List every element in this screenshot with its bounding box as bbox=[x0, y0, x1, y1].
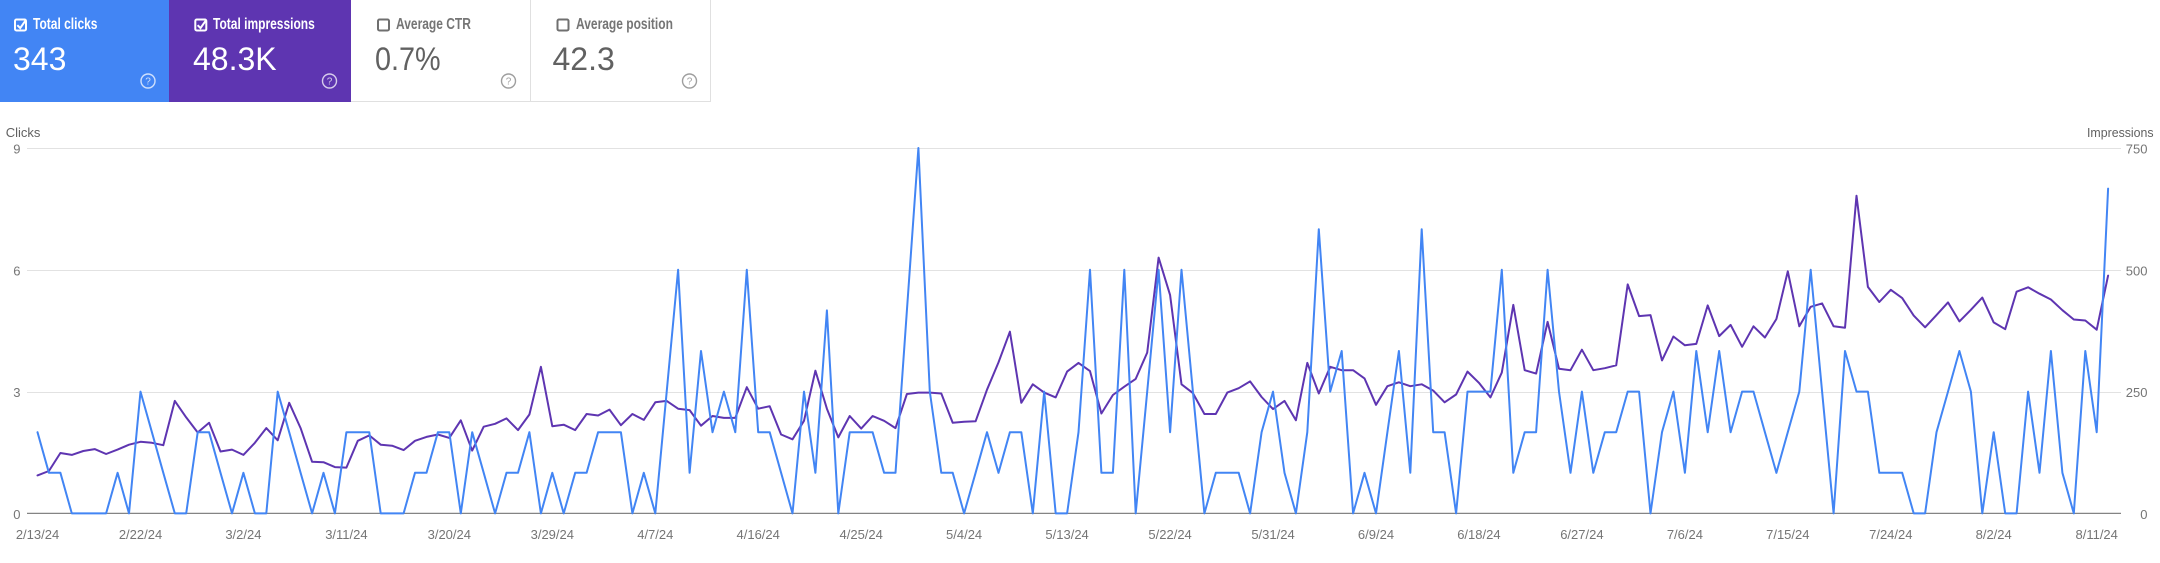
svg-text:2/22/24: 2/22/24 bbox=[119, 527, 162, 542]
svg-text:4/25/24: 4/25/24 bbox=[840, 527, 883, 542]
svg-text:500: 500 bbox=[2126, 263, 2148, 278]
svg-text:?: ? bbox=[687, 77, 693, 88]
svg-text:2/13/24: 2/13/24 bbox=[16, 527, 59, 542]
svg-text:7/24/24: 7/24/24 bbox=[1869, 527, 1912, 542]
svg-text:3: 3 bbox=[13, 385, 20, 400]
svg-text:750: 750 bbox=[2126, 142, 2148, 157]
svg-text:Clicks: Clicks bbox=[6, 125, 41, 140]
svg-text:6: 6 bbox=[13, 263, 20, 278]
svg-text:7/15/24: 7/15/24 bbox=[1766, 527, 1809, 542]
svg-text:4/16/24: 4/16/24 bbox=[737, 527, 780, 542]
svg-text:5/13/24: 5/13/24 bbox=[1045, 527, 1088, 542]
svg-text:5/22/24: 5/22/24 bbox=[1148, 527, 1191, 542]
svg-text:5/31/24: 5/31/24 bbox=[1251, 527, 1294, 542]
svg-text:?: ? bbox=[145, 77, 151, 88]
svg-text:3/29/24: 3/29/24 bbox=[531, 527, 574, 542]
svg-text:9: 9 bbox=[13, 142, 20, 157]
svg-text:8/2/24: 8/2/24 bbox=[1976, 527, 2012, 542]
svg-text:3/2/24: 3/2/24 bbox=[225, 527, 261, 542]
svg-text:6/9/24: 6/9/24 bbox=[1358, 527, 1394, 542]
svg-text:250: 250 bbox=[2126, 385, 2148, 400]
svg-text:?: ? bbox=[506, 77, 512, 88]
svg-text:8/11/24: 8/11/24 bbox=[2075, 527, 2117, 542]
svg-text:6/18/24: 6/18/24 bbox=[1457, 527, 1500, 542]
svg-text:3/20/24: 3/20/24 bbox=[428, 527, 471, 542]
svg-text:Impressions: Impressions bbox=[2087, 125, 2154, 140]
svg-text:0: 0 bbox=[2140, 507, 2147, 522]
svg-text:6/27/24: 6/27/24 bbox=[1560, 527, 1603, 542]
svg-text:3/11/24: 3/11/24 bbox=[325, 527, 367, 542]
svg-text:7/6/24: 7/6/24 bbox=[1667, 527, 1703, 542]
svg-text:4/7/24: 4/7/24 bbox=[637, 527, 673, 542]
svg-text:?: ? bbox=[327, 77, 333, 88]
svg-text:5/4/24: 5/4/24 bbox=[946, 527, 982, 542]
svg-text:0: 0 bbox=[13, 507, 20, 522]
